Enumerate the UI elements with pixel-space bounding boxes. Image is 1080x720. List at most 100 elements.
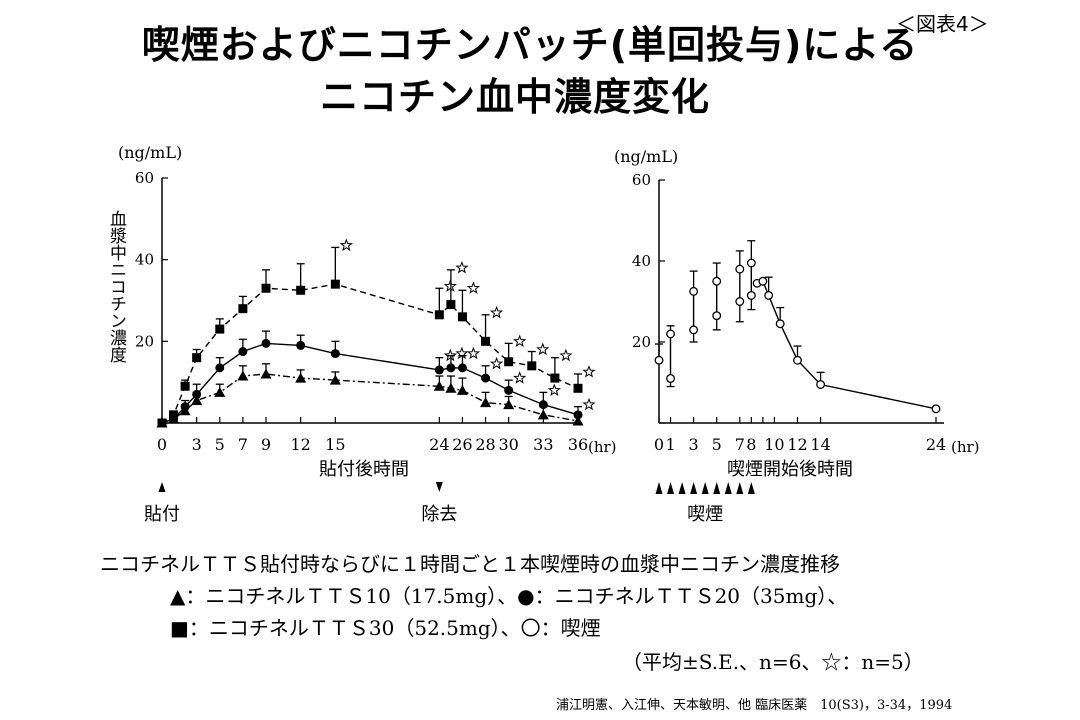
left-series-1-point (457, 363, 467, 373)
right-x-tick-label: 24 (926, 435, 946, 454)
left-y-tick-label: 20 (135, 332, 154, 350)
annotation-label: 除去 (421, 504, 457, 525)
star-icon (339, 238, 353, 252)
right-series-point (816, 380, 826, 389)
left-x-tick-label: 9 (261, 435, 271, 454)
left-x-tick-label: 24 (429, 435, 449, 454)
left-x-tick-label: 36 (568, 435, 588, 454)
right-series-point (758, 276, 768, 286)
left-x-tick-label: 5 (215, 435, 225, 454)
left-series-2-point (295, 372, 307, 383)
star-icon (582, 365, 596, 378)
page-title-line1: 喫煙およびニコチンパッチ(単回投与)による (141, 23, 919, 67)
left-series-1-point (238, 347, 248, 357)
left-series-0-point (550, 373, 560, 383)
right-chart: (ng/mL) 20 40 60 0 1 3 5 7 8 10 12 14 24 (hr) 喫煙開始後… (614, 147, 980, 525)
left-series-2-point (156, 417, 168, 428)
up-arrow-icon (667, 482, 675, 494)
right-series-point (689, 325, 699, 335)
left-x-tick-label: 26 (452, 435, 472, 454)
star-icon (512, 371, 527, 384)
left-y-unit: (ng/mL) (118, 143, 182, 162)
right-series-point (654, 355, 664, 365)
left-series-2-point (456, 384, 468, 395)
left-series-2-point (445, 382, 457, 393)
right-series-point (689, 286, 699, 296)
caption-legend-line1: ▲：ニコチネルＴＴＳ10（17.5mg）、●：ニコチネルＴＴＳ20（35mg）、 (170, 584, 848, 608)
left-series-0-point (296, 285, 306, 295)
up-arrow-icon (701, 482, 709, 494)
figure-label: ＜図表4＞ (896, 12, 989, 36)
down-arrow-icon (435, 482, 443, 492)
left-series-0-point (434, 310, 444, 320)
annotation-label: 貼付 (144, 504, 180, 525)
left-series-1-line (161, 342, 579, 424)
star-icon (536, 342, 550, 356)
left-x-tick-label: 28 (475, 435, 495, 454)
up-arrow-icon (713, 482, 721, 494)
star-icon (513, 334, 527, 347)
right-x-tick-label: 8 (746, 435, 756, 454)
right-series-point (746, 290, 756, 300)
left-x-tick-label: 7 (238, 435, 248, 454)
left-series-1-point (215, 363, 225, 373)
left-series-2-point (214, 386, 226, 397)
left-series-2 (156, 363, 584, 428)
left-x-tick-label: 33 (533, 435, 553, 454)
page-title-line2: ニコチン血中濃度変化 (319, 75, 710, 119)
star-icon (489, 305, 504, 319)
caption-legend-line2: ■：ニコチネルＴＴＳ30（52.5mg）、〇：喫煙 (170, 616, 601, 640)
left-series-2-point (537, 409, 549, 420)
right-y-tick-label: 40 (632, 252, 651, 270)
right-y-tick-label: 60 (632, 171, 651, 189)
right-series-point (793, 355, 802, 365)
left-series-2-point (179, 405, 191, 416)
left-series-0-point (180, 381, 190, 391)
right-x-label: 喫煙開始後時間 (727, 459, 853, 480)
annotation-label: 喫煙 (687, 504, 723, 525)
left-x-label: 貼付後時間 (319, 459, 409, 480)
left-series-2-point (433, 380, 445, 391)
left-x-unit: (hr) (588, 438, 617, 456)
left-series-2-point (191, 395, 203, 406)
star-icon (547, 383, 561, 396)
left-series-0-point (457, 312, 467, 322)
up-arrow-icon (736, 482, 744, 494)
left-series-1-point (434, 365, 444, 375)
left-series-0-line (161, 283, 579, 424)
right-series-point (666, 374, 675, 383)
left-series-0 (157, 238, 596, 428)
left-series-2-point (480, 397, 492, 408)
left-series-1-point (296, 340, 306, 350)
right-series-point (735, 264, 745, 274)
up-arrow-icon (724, 482, 732, 494)
caption-note: （平均±S.E.、n=6、☆：n=5） (622, 650, 924, 674)
left-series-0-point (573, 383, 583, 393)
right-y-tick-label: 20 (632, 333, 651, 351)
left-series-0-point (215, 324, 225, 334)
left-series-1-point (446, 363, 456, 373)
left-chart: (ng/mL) 血漿中ニコチン濃度 20 40 60 0 3 5 7 9 12 15 24 26 28… (106, 143, 617, 525)
star-icon (466, 346, 481, 360)
right-x-tick-label: 10 (764, 435, 784, 454)
star-icon (559, 348, 573, 362)
right-series-point (775, 319, 785, 329)
left-y-tick-label: 40 (135, 251, 154, 269)
left-series-0-point (504, 357, 514, 367)
right-x-tick-label: 3 (689, 435, 699, 454)
right-x-tick-label: 12 (787, 435, 807, 454)
star-icon (455, 260, 469, 274)
caption-description: ニコチネルＴＴＳ貼付時ならびに１時間ごと１本喫煙時の血漿中ニコチン濃度推移 (100, 552, 840, 576)
left-x-tick-label: 12 (290, 435, 310, 454)
right-series-segment-6 (756, 280, 937, 410)
left-y-label: 血漿中ニコチン濃度 (106, 210, 127, 363)
left-series-1 (157, 330, 596, 428)
up-arrow-icon (690, 482, 698, 494)
right-x-tick-label: 1 (665, 435, 675, 454)
left-series-0-point (527, 361, 537, 371)
up-arrow-icon (678, 482, 686, 494)
right-series-point (712, 276, 722, 286)
left-x-tick-label: 3 (192, 435, 202, 454)
right-series-point (764, 290, 774, 300)
right-x-tick-label: 7 (735, 435, 745, 454)
